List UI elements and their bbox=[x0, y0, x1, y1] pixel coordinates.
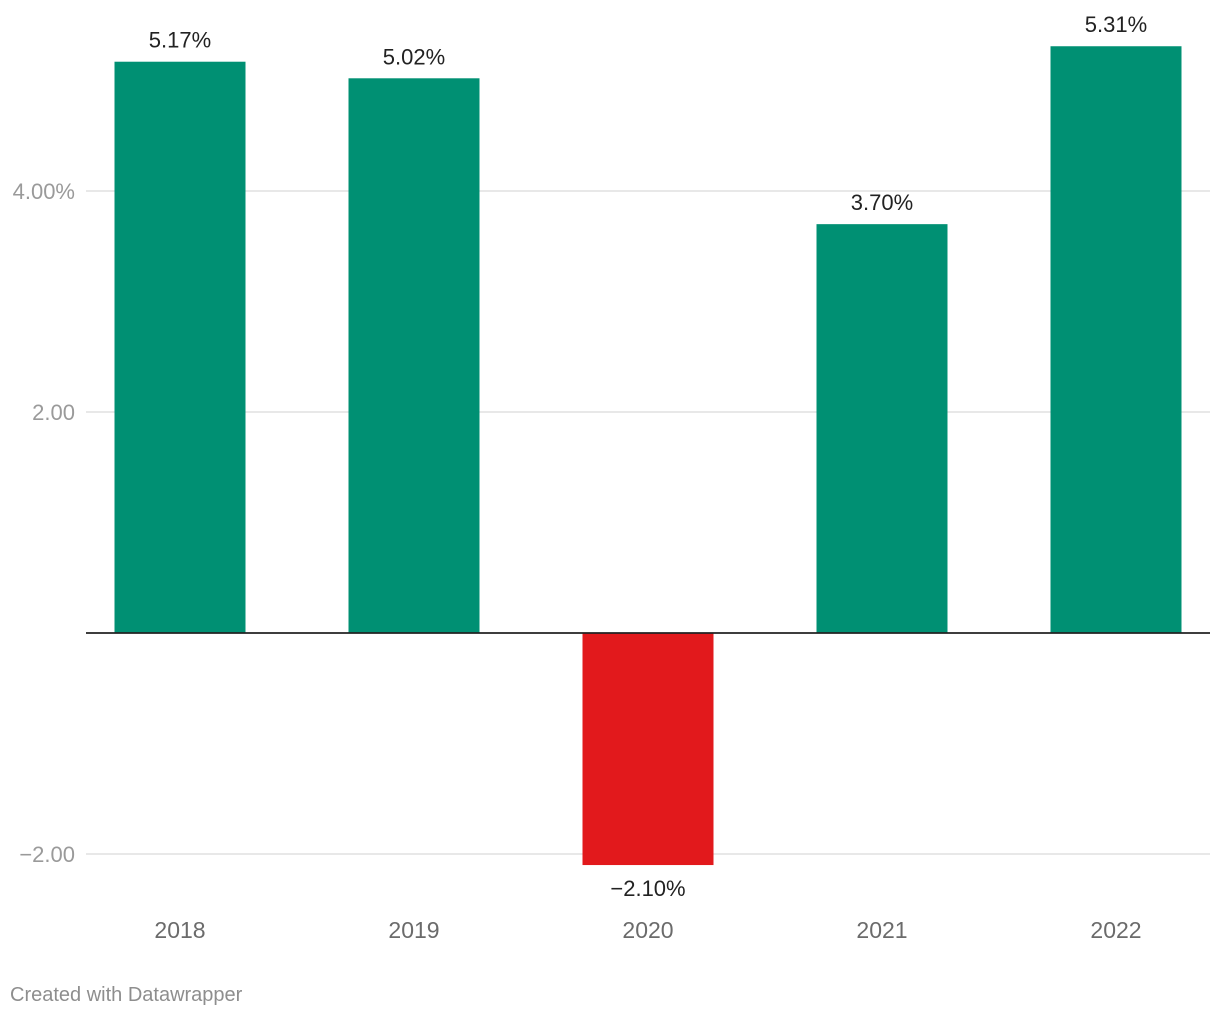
datawrapper-credit: Created with Datawrapper bbox=[10, 984, 243, 1006]
bar-2018 bbox=[114, 61, 246, 633]
y-tick-label: 2.00 bbox=[32, 400, 75, 425]
data-label-2021: 3.70% bbox=[851, 190, 913, 215]
bar-2019 bbox=[348, 78, 480, 634]
data-label-2019: 5.02% bbox=[383, 44, 445, 69]
data-label-2022: 5.31% bbox=[1085, 12, 1147, 37]
data-label-2018: 5.17% bbox=[149, 28, 211, 53]
bars bbox=[114, 46, 1182, 866]
bar-chart: 4.00% 2.00 −2.00 5.17% 5.02% −2.10% 3.70% 5.31… bbox=[13, 12, 1210, 943]
x-tick-label: 2021 bbox=[856, 917, 907, 943]
data-labels: 5.17% 5.02% −2.10% 3.70% 5.31% bbox=[149, 12, 1147, 901]
x-tick-label: 2020 bbox=[622, 917, 673, 943]
bar-2020 bbox=[582, 633, 714, 866]
bar-2022 bbox=[1050, 46, 1182, 634]
y-tick-label: −2.00 bbox=[19, 842, 75, 867]
y-tick-label: 4.00% bbox=[13, 179, 75, 204]
bar-2021 bbox=[816, 224, 948, 633]
data-label-2020: −2.10% bbox=[610, 876, 685, 901]
x-tick-label: 2022 bbox=[1090, 917, 1141, 943]
x-axis: 2018 2019 2020 2021 2022 bbox=[154, 917, 1141, 943]
x-tick-label: 2018 bbox=[154, 917, 205, 943]
x-tick-label: 2019 bbox=[388, 917, 439, 943]
